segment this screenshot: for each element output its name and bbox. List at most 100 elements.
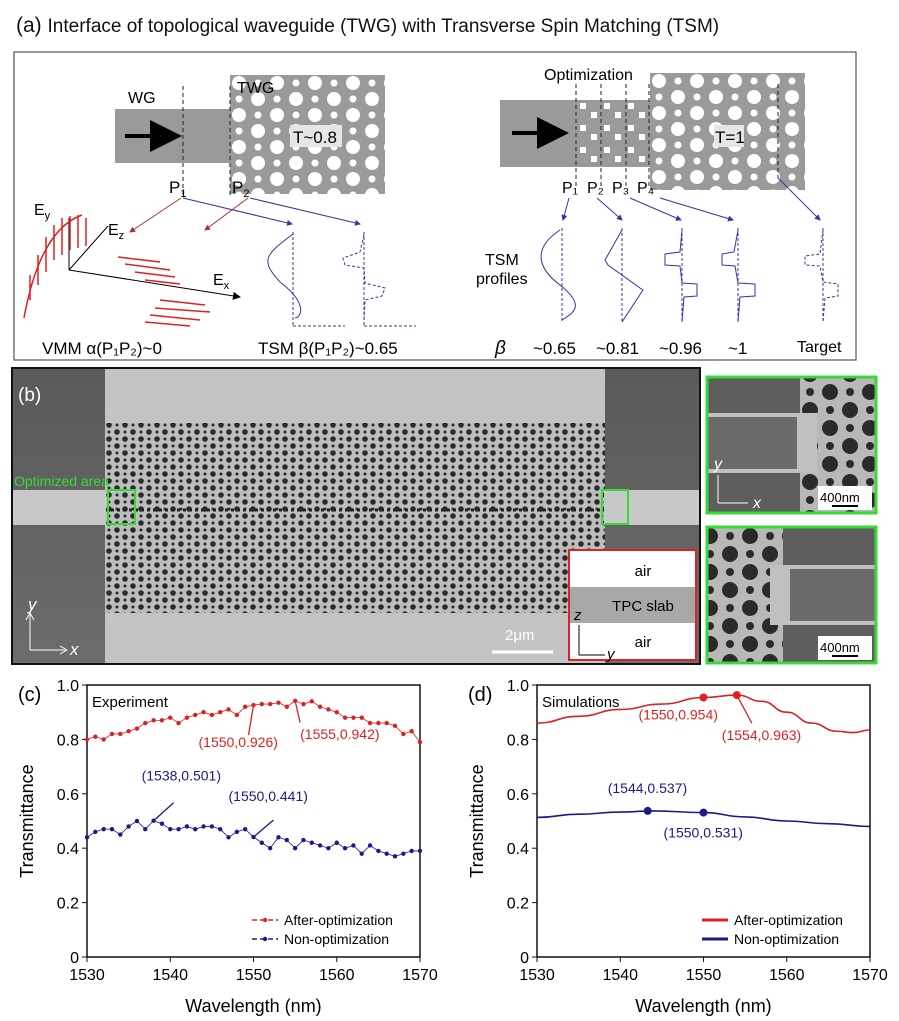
x-tick-label: 1540 (152, 967, 188, 984)
data-point (151, 718, 156, 723)
data-point (209, 824, 215, 829)
data-point (234, 712, 240, 718)
y-tick-label: 0.4 (507, 841, 529, 858)
data-point (309, 840, 314, 845)
data-point (409, 848, 414, 854)
svg-text:P1: P1 (169, 178, 186, 200)
svg-text:TPC slab: TPC slab (612, 598, 674, 615)
annotation-label: (1550,0.926) (199, 734, 278, 750)
chart-d: (d) 0 0.2 0.4 0.6 0.8 1.0 1530 1540 1550 1560 1570 W… (467, 678, 888, 1016)
data-point (159, 718, 165, 723)
vector-field-illustration: Ey Ez Ex (23, 202, 241, 327)
annotation-label: (1538,0.501) (142, 768, 221, 784)
data-point (334, 840, 339, 845)
x-tick-label: 1530 (519, 967, 555, 984)
y-tick-label: 0.8 (57, 732, 79, 749)
svg-text:~0.96: ~0.96 (659, 339, 702, 358)
data-point (326, 707, 331, 712)
x-tick-label: 1550 (236, 967, 272, 984)
data-point (376, 848, 381, 854)
data-point (126, 729, 131, 734)
data-point (267, 701, 273, 707)
data-point (309, 699, 314, 704)
svg-text:P₃: P₃ (612, 180, 629, 197)
data-point (176, 720, 181, 726)
svg-text:400nm: 400nm (820, 490, 860, 505)
legend-marker (262, 936, 268, 942)
target-label: Target (797, 339, 842, 356)
panel-b-sem: (b) Optimized area y x 2μm air TPC slab … (11, 367, 878, 665)
data-point (242, 704, 248, 709)
optimization-label: Optimization (544, 67, 633, 84)
data-point (301, 701, 306, 707)
panel-a-schematic: WG TWG T~0.8 P1 P2 Ey Ez Ex VMM α(P₁P₂)~… (13, 51, 857, 361)
y-tick-label: 0.2 (57, 896, 79, 913)
y-axis-label: Transmittance (467, 764, 487, 877)
svg-text:P₂: P₂ (587, 180, 604, 197)
y-tick-label: 1.0 (507, 678, 529, 695)
data-point (218, 826, 223, 832)
annotation-label: (1550,0.441) (229, 788, 308, 804)
tsm-beta-label: TSM β(P₁P₂)~0.65 (258, 339, 398, 358)
legend-label: After-optimization (734, 912, 843, 928)
svg-text:~0.81: ~0.81 (596, 339, 639, 358)
svg-text:air: air (635, 634, 652, 651)
data-point (159, 821, 165, 826)
svg-text:400nm: 400nm (820, 640, 860, 655)
data-point (226, 707, 231, 712)
data-point (143, 720, 148, 726)
panel-a-title: Interface of topological waveguide (TWG)… (47, 16, 720, 37)
data-point (226, 835, 231, 840)
data-point (376, 720, 381, 726)
data-point (317, 704, 323, 709)
panel-a-label: (a) (16, 14, 42, 37)
data-point (351, 715, 356, 720)
data-point (193, 712, 198, 718)
data-point (209, 712, 215, 718)
data-point (118, 731, 123, 737)
transmission-left: T~0.8 (293, 128, 337, 147)
x-tick-label: 1570 (852, 967, 888, 984)
svg-text:air: air (635, 563, 652, 580)
annotation-label: (1550,0.954) (639, 707, 718, 723)
data-point (292, 846, 298, 851)
data-point (342, 846, 348, 851)
chart-title: Experiment (92, 694, 169, 711)
data-point (201, 824, 206, 829)
data-point (301, 837, 306, 843)
data-point (126, 824, 131, 829)
data-point (84, 737, 90, 742)
data-point (176, 826, 181, 832)
wg-label: WG (128, 90, 156, 107)
data-point (384, 720, 389, 726)
annotation-label: (1544,0.537) (608, 780, 687, 796)
y-axis-label: Transmittance (17, 764, 37, 877)
annotation-label: (1550,0.531) (664, 825, 743, 841)
chart-title: Simulations (542, 694, 620, 711)
data-point (401, 731, 406, 737)
data-point (134, 818, 140, 824)
x-axis-label: Wavelength (nm) (635, 996, 771, 1016)
data-point (93, 829, 98, 835)
y-tick-label: 0 (520, 950, 529, 967)
annotation-arrow (247, 705, 255, 736)
y-tick-label: 0.8 (507, 732, 529, 749)
data-point (251, 702, 256, 708)
data-point (326, 846, 331, 851)
data-point (109, 731, 115, 737)
data-point (351, 843, 356, 848)
cross-section-inset: air TPC slab air z y (568, 549, 697, 663)
data-point (259, 840, 265, 845)
data-point (84, 835, 90, 840)
data-point (317, 843, 323, 848)
data-point (134, 726, 140, 731)
data-point (342, 715, 348, 720)
input-waveguide (13, 490, 106, 525)
svg-text:P₄: P₄ (637, 180, 654, 197)
svg-text:Ex: Ex (213, 272, 230, 292)
scale-bar-label: 2μm (505, 627, 534, 644)
data-point (417, 739, 423, 745)
output-waveguide (604, 490, 699, 525)
data-point (218, 710, 223, 715)
data-point (284, 704, 289, 709)
